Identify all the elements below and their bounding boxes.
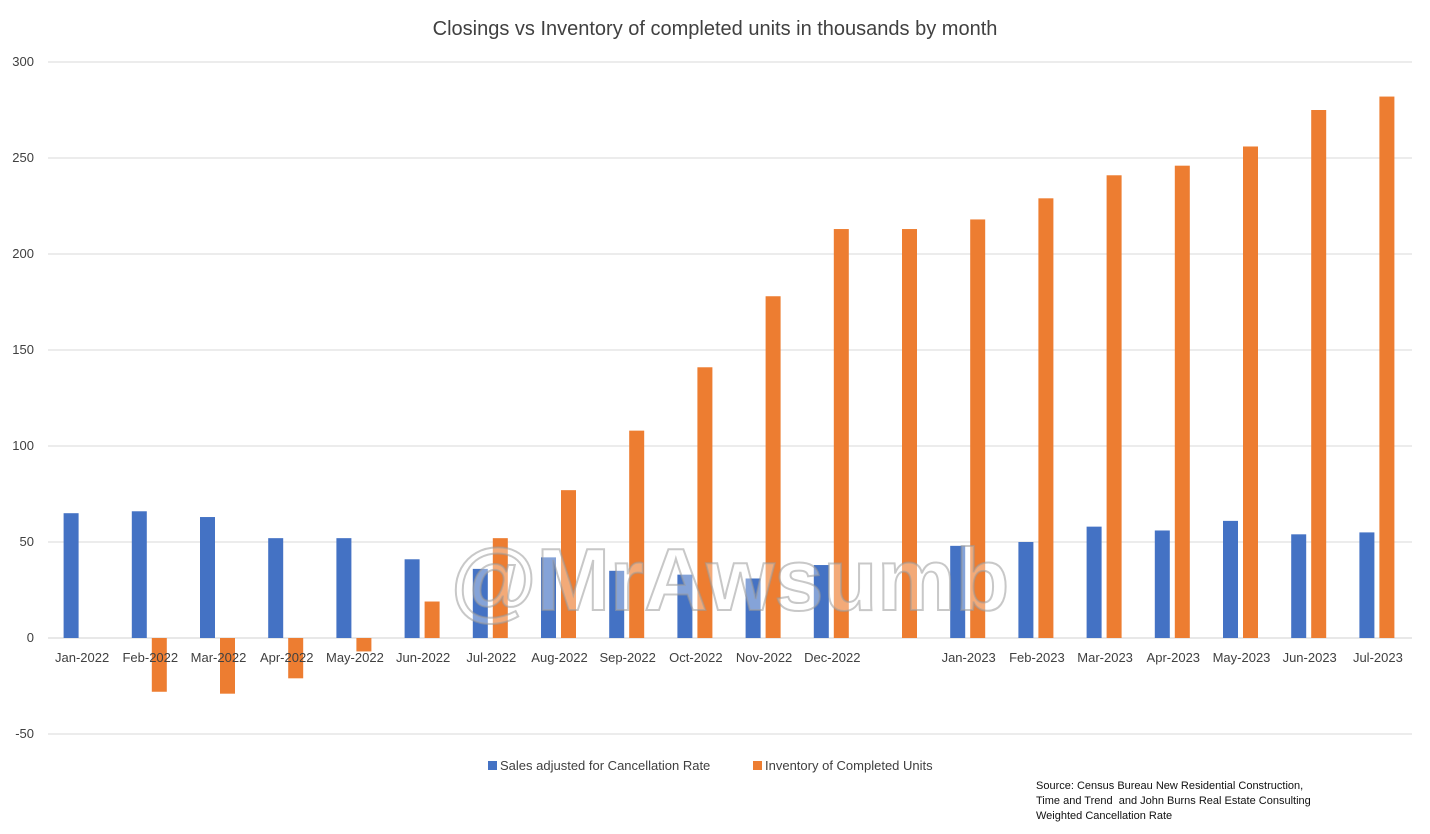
- x-tick-label: Nov-2022: [736, 650, 792, 665]
- x-tick-label: Jun-2023: [1283, 650, 1337, 665]
- bar-inventory: [151, 638, 167, 692]
- source-line: Source: Census Bureau New Residential Co…: [1036, 780, 1304, 792]
- legend-swatch: [488, 761, 497, 770]
- bar-inventory: [424, 601, 440, 638]
- bar-sales: [336, 538, 352, 638]
- bar-sales: [677, 574, 693, 638]
- x-tick-label: Feb-2022: [122, 650, 178, 665]
- bar-sales: [1086, 526, 1102, 638]
- bar-sales: [404, 559, 420, 638]
- bar-inventory: [356, 638, 372, 652]
- bar-sales: [1018, 542, 1034, 638]
- watermark: @MrAwsumb: [451, 530, 1009, 629]
- y-tick-label: 200: [12, 246, 34, 261]
- bar-inventory: [220, 638, 235, 694]
- source-note: Source: Census Bureau New Residential Co…: [1036, 779, 1416, 824]
- bar-inventory: [629, 430, 645, 638]
- bars: [63, 96, 1395, 694]
- bar-inventory: [1038, 198, 1054, 638]
- bar-sales: [541, 557, 556, 638]
- bar-sales: [609, 570, 625, 638]
- bar-sales: [63, 513, 79, 638]
- x-tick-label: Jun-2022: [396, 650, 450, 665]
- bar-sales: [200, 517, 215, 638]
- bar-sales: [950, 545, 966, 638]
- bar-inventory: [765, 296, 781, 638]
- y-tick-label: 300: [12, 54, 34, 69]
- x-tick-label: May-2023: [1213, 650, 1271, 665]
- bar-inventory: [1174, 165, 1190, 638]
- bar-sales: [1223, 520, 1238, 638]
- x-tick-label: Jan-2023: [942, 650, 996, 665]
- bar-sales: [472, 568, 488, 638]
- x-tick-label: Aug-2022: [531, 650, 587, 665]
- bar-sales: [131, 511, 147, 638]
- x-tick-label: Sep-2022: [600, 650, 656, 665]
- legend: Sales adjusted for Cancellation Rate Inve…: [488, 758, 933, 773]
- gridlines: [48, 61, 1412, 735]
- bar-inventory: [1379, 96, 1395, 638]
- x-tick-label: Mar-2023: [1077, 650, 1133, 665]
- x-tick-label: Feb-2023: [1009, 650, 1065, 665]
- bar-inventory: [1243, 146, 1258, 639]
- y-tick-label: 0: [27, 630, 34, 645]
- y-axis-ticks: -50 0 50 100 150 200 250 300: [12, 54, 34, 741]
- x-tick-label: Jul-2022: [466, 650, 516, 665]
- y-tick-label: -50: [15, 726, 34, 741]
- legend-label: Inventory of Completed Units: [765, 758, 933, 773]
- x-tick-label: Apr-2023: [1147, 650, 1200, 665]
- bar-inventory: [970, 219, 986, 638]
- legend-swatch: [753, 761, 762, 770]
- x-tick-label: Mar-2022: [191, 650, 247, 665]
- bar-inventory: [697, 367, 713, 638]
- bar-inventory: [902, 229, 917, 639]
- x-tick-label: May-2022: [326, 650, 384, 665]
- bar-inventory: [492, 538, 508, 638]
- bar-sales: [268, 538, 284, 638]
- y-tick-label: 150: [12, 342, 34, 357]
- bar-inventory: [1311, 110, 1327, 638]
- bar-inventory: [1106, 175, 1122, 638]
- legend-label: Sales adjusted for Cancellation Rate: [500, 758, 710, 773]
- y-tick-label: 100: [12, 438, 34, 453]
- x-tick-label: Jan-2022: [55, 650, 109, 665]
- bar-sales: [1154, 530, 1170, 638]
- bar-inventory: [833, 229, 849, 639]
- x-axis-ticks: Jan-2022 Feb-2022 Mar-2022 Apr-2022 May-2022…: [55, 650, 1403, 665]
- bar-sales: [745, 578, 761, 638]
- x-tick-label: Oct-2022: [669, 650, 722, 665]
- source-line: Time and Trend and John Burns Real Estat…: [1036, 795, 1311, 807]
- x-tick-label: Dec-2022: [804, 650, 860, 665]
- chart-title: Closings vs Inventory of completed units…: [433, 18, 998, 40]
- source-line: Weighted Cancellation Rate: [1036, 810, 1173, 822]
- bar-inventory: [288, 638, 304, 679]
- bar-sales: [1291, 534, 1307, 638]
- bar-inventory: [561, 490, 576, 638]
- bar-sales: [813, 565, 829, 638]
- bar-sales: [1359, 532, 1375, 638]
- x-tick-label: Apr-2022: [260, 650, 313, 665]
- y-tick-label: 50: [20, 534, 34, 549]
- y-tick-label: 250: [12, 150, 34, 165]
- x-tick-label: Jul-2023: [1353, 650, 1403, 665]
